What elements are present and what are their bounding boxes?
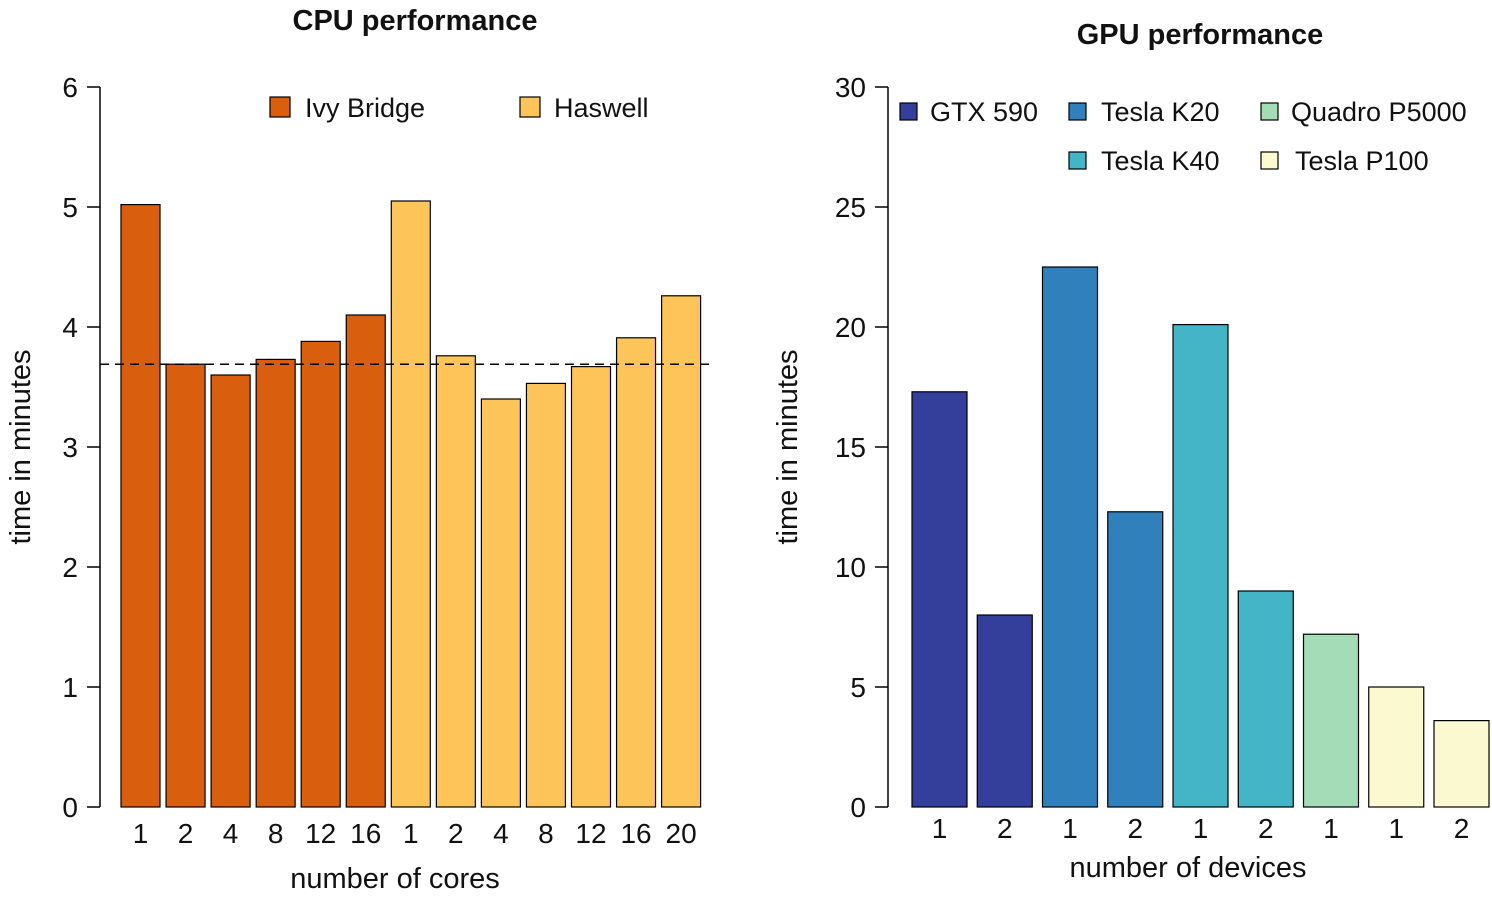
bar-haswell-12 xyxy=(570,366,612,808)
legend-item-haswell: Haswell xyxy=(519,93,649,123)
bar-haswell-20 xyxy=(660,295,702,808)
gpu-x-tick-labels: 1 2 1 2 1 2 1 1 2 xyxy=(932,813,1470,844)
bar-tesla-p100-1 xyxy=(1368,686,1425,808)
gpu-y-tick-label: 10 xyxy=(835,552,866,583)
bar-tesla-k20-2 xyxy=(1107,511,1164,808)
gpu-x-tick-label: 2 xyxy=(1127,813,1143,844)
cpu-y-tick-label: 5 xyxy=(62,192,78,223)
legend-item-gtx-590: GTX 590 xyxy=(899,97,1038,127)
cpu-y-axis-label: time in minutes xyxy=(5,349,37,544)
legend-item-quadro-p5000: Quadro P5000 xyxy=(1260,97,1467,127)
legend-item-ivy-bridge: Ivy Bridge xyxy=(269,93,425,123)
gpu-x-tick-label: 2 xyxy=(997,813,1013,844)
cpu-x-tick-label: 16 xyxy=(350,818,381,849)
cpu-x-tick-label: 20 xyxy=(666,818,697,849)
gpu-x-tick-label: 2 xyxy=(1258,813,1274,844)
bar-quadro-p5000-1 xyxy=(1302,633,1360,808)
gpu-y-tick-label: 25 xyxy=(835,192,866,223)
gpu-x-tick-label: 1 xyxy=(1062,813,1078,844)
cpu-y-tick-label: 0 xyxy=(62,792,78,823)
legend-label-haswell: Haswell xyxy=(554,93,649,123)
cpu-x-tick-label: 8 xyxy=(538,818,554,849)
legend-swatch-tesla-k20 xyxy=(1068,102,1087,121)
bar-ivy-bridge-4 xyxy=(210,374,251,808)
cpu-chart-title: CPU performance xyxy=(293,5,538,37)
cpu-x-tick-label: 1 xyxy=(133,818,149,849)
gpu-y-ticks: 0 5 10 15 20 25 30 xyxy=(835,72,888,823)
bar-ivy-bridge-8 xyxy=(255,358,296,808)
bar-haswell-16 xyxy=(615,337,657,808)
legend-swatch-tesla-k40 xyxy=(1068,151,1087,170)
legend-swatch-haswell xyxy=(519,96,541,118)
cpu-x-tick-label: 1 xyxy=(403,818,419,849)
gpu-y-tick-label: 30 xyxy=(835,72,866,103)
cpu-x-tick-label: 12 xyxy=(305,818,336,849)
gpu-chart-title: GPU performance xyxy=(1077,19,1324,51)
cpu-x-tick-label: 16 xyxy=(620,818,651,849)
cpu-x-tick-label: 2 xyxy=(178,818,194,849)
legend-swatch-ivy-bridge xyxy=(269,96,291,118)
bar-tesla-k40-2 xyxy=(1237,590,1294,808)
legend-label-ivy-bridge: Ivy Bridge xyxy=(305,93,425,123)
bar-haswell-1 xyxy=(390,200,431,808)
cpu-x-tick-label: 2 xyxy=(448,818,464,849)
legend-swatch-quadro-p5000 xyxy=(1260,102,1279,121)
bar-ivy-bridge-2 xyxy=(165,363,206,808)
legend-label-gtx-590: GTX 590 xyxy=(930,97,1038,127)
cpu-x-tick-label: 4 xyxy=(493,818,509,849)
legend-item-tesla-p100: Tesla P100 xyxy=(1260,146,1429,176)
gpu-y-tick-label: 20 xyxy=(835,312,866,343)
bar-haswell-2 xyxy=(435,355,476,808)
cpu-y-tick-label: 3 xyxy=(62,432,78,463)
cpu-y-tick-label: 2 xyxy=(62,552,78,583)
legend-label-tesla-k40: Tesla K40 xyxy=(1101,146,1220,176)
gpu-y-axis-label: time in minutes xyxy=(772,349,804,544)
bar-ivy-bridge-1 xyxy=(120,204,161,808)
cpu-y-tick-label: 1 xyxy=(62,672,78,703)
gpu-y-tick-label: 15 xyxy=(835,432,866,463)
gpu-y-tick-label: 5 xyxy=(850,672,866,703)
cpu-x-tick-label: 8 xyxy=(268,818,284,849)
cpu-x-tick-labels: 1 2 4 8 12 16 1 2 4 8 12 16 20 xyxy=(133,818,697,849)
cpu-x-axis-label: number of cores xyxy=(290,863,500,895)
cpu-bars xyxy=(120,200,702,808)
legend-swatch-gtx-590 xyxy=(899,102,918,121)
bar-tesla-k40-1 xyxy=(1172,324,1229,808)
bar-gtx-590-1 xyxy=(911,391,968,808)
legend-item-tesla-k40: Tesla K40 xyxy=(1068,146,1220,176)
gpu-x-tick-label: 1 xyxy=(1388,813,1404,844)
bar-ivy-bridge-16 xyxy=(345,314,386,808)
gpu-bars xyxy=(911,266,1490,808)
cpu-x-tick-label: 4 xyxy=(223,818,239,849)
legend-swatch-tesla-p100 xyxy=(1260,151,1279,170)
bar-ivy-bridge-12 xyxy=(300,340,341,808)
gpu-legend: GTX 590 Tesla K20 Quadro P5000 Tesla K40… xyxy=(899,97,1467,176)
cpu-x-tick-label: 12 xyxy=(575,818,606,849)
cpu-y-tick-label: 6 xyxy=(62,72,78,103)
bar-tesla-p100-2 xyxy=(1433,719,1490,808)
bar-haswell-4 xyxy=(480,398,521,808)
gpu-y-tick-label: 0 xyxy=(850,792,866,823)
gpu-x-tick-label: 1 xyxy=(1193,813,1209,844)
gpu-x-axis-label: number of devices xyxy=(1070,852,1307,884)
legend-label-tesla-p100: Tesla P100 xyxy=(1295,146,1429,176)
gpu-x-tick-label: 1 xyxy=(932,813,948,844)
gpu-x-tick-label: 2 xyxy=(1454,813,1470,844)
legend-label-tesla-k20: Tesla K20 xyxy=(1101,97,1220,127)
bar-gtx-590-2 xyxy=(976,614,1033,808)
bar-tesla-k20-1 xyxy=(1041,266,1099,808)
cpu-legend: Ivy Bridge Haswell xyxy=(269,93,649,123)
cpu-y-tick-label: 4 xyxy=(62,312,78,343)
cpu-y-ticks: 0 1 2 3 4 5 6 xyxy=(62,72,100,823)
bar-haswell-8 xyxy=(525,382,567,808)
gpu-chart-panel: GPU performance 0 5 10 15 20 25 30 1 2 1 2 1 2 1 1 2 n… xyxy=(772,19,1490,884)
gpu-x-tick-label: 1 xyxy=(1323,813,1339,844)
legend-item-tesla-k20: Tesla K20 xyxy=(1068,97,1220,127)
legend-label-quadro-p5000: Quadro P5000 xyxy=(1291,97,1467,127)
